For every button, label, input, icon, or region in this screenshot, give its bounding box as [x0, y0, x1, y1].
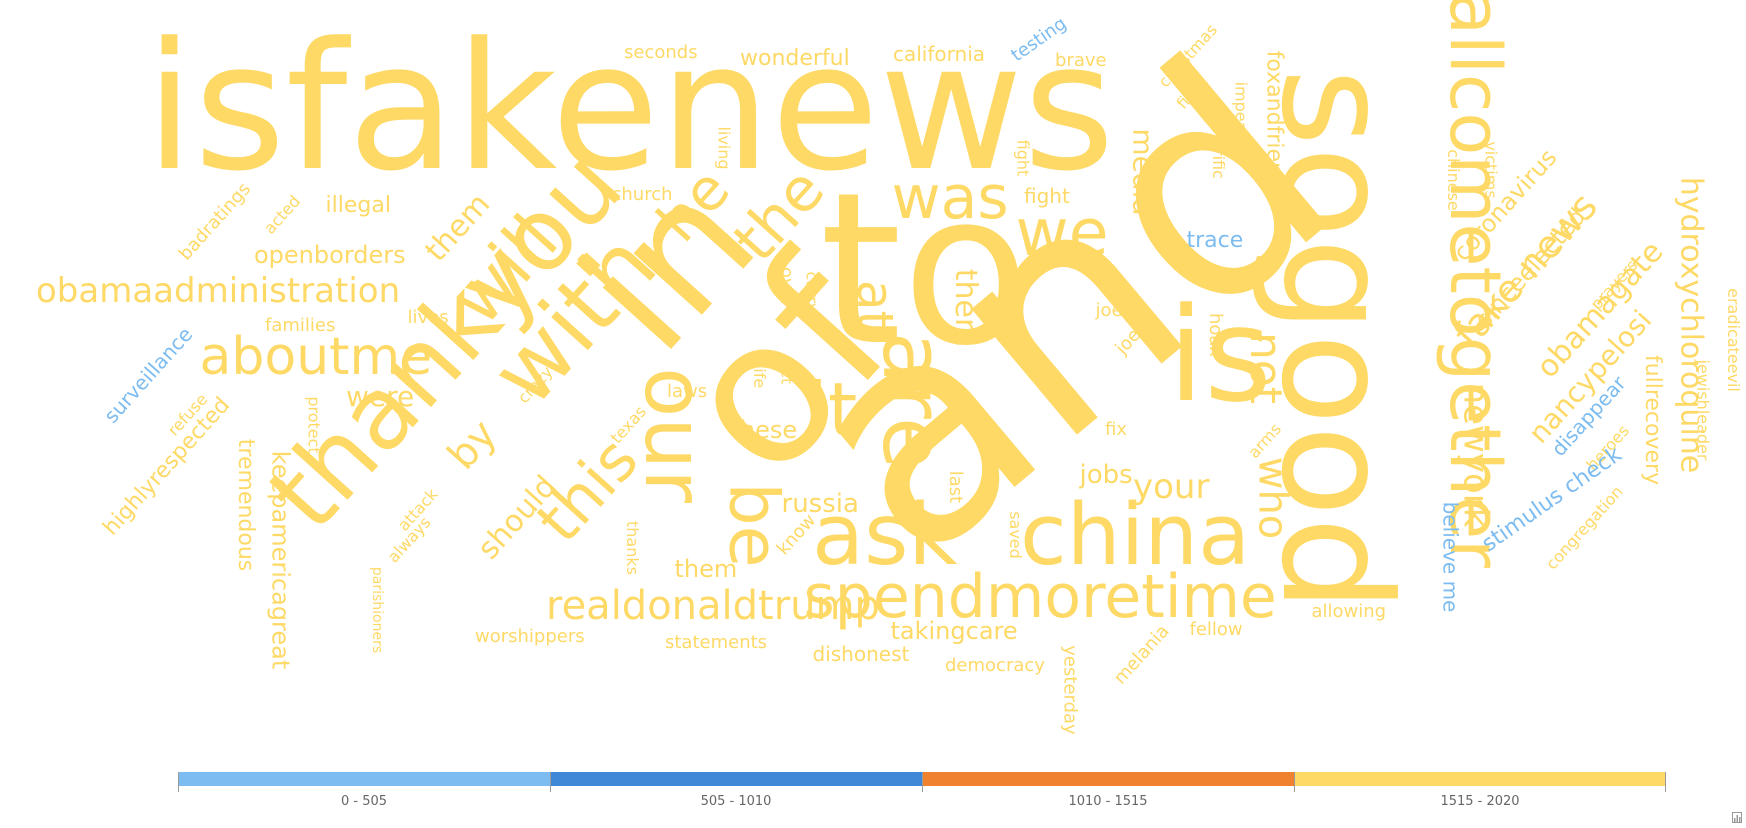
- word-worshippers: worshippers: [475, 628, 585, 646]
- color-axis-legend: 0 - 505 505 - 1010 1010 - 1515 1515 - 20…: [178, 772, 1666, 812]
- word-your: your: [1133, 470, 1209, 504]
- word-horific: horific: [1210, 129, 1226, 179]
- word-newyork: newyork: [1458, 383, 1492, 528]
- word-let: let: [778, 364, 794, 385]
- legend-bin-label: 505 - 1010: [550, 794, 922, 809]
- legend-tick: [1294, 772, 1295, 792]
- word-these: these: [731, 418, 798, 442]
- word-last: last: [946, 471, 964, 503]
- word-yesterday: yesterday: [1060, 645, 1078, 734]
- word-chinese: chinese: [1445, 149, 1461, 211]
- word-hoax: hoax: [1206, 313, 1224, 357]
- word-allowing: allowing: [1312, 603, 1387, 621]
- word-melania: melania: [1111, 622, 1173, 688]
- legend-bin-bar: [922, 772, 1294, 786]
- legend-bin-bar: [178, 772, 550, 786]
- word-we: we: [1016, 201, 1109, 266]
- word-was: was: [892, 168, 1009, 228]
- legend-bin-label: 1515 - 2020: [1294, 794, 1666, 809]
- word-carry: carry: [803, 272, 819, 313]
- word-seconds: seconds: [624, 44, 698, 62]
- word-are: are: [870, 331, 955, 468]
- word-cloud: isfakenews to and of sogood in is allcometogeth…: [0, 0, 1746, 760]
- word-impeach: impeach: [1232, 82, 1248, 151]
- legend-tick: [922, 772, 923, 792]
- word-life: life: [751, 364, 767, 388]
- word-jobs: jobs: [1080, 462, 1133, 488]
- legend-bin-bar: [1294, 772, 1666, 786]
- word-brave: brave: [1055, 52, 1107, 70]
- word-russia: russia: [782, 491, 859, 517]
- word-it: it: [807, 373, 857, 448]
- word-church: church: [612, 186, 673, 204]
- word-eradicateevil: eradicateevil: [1725, 288, 1741, 392]
- word-tremendous: tremendous: [234, 439, 256, 571]
- word-saved: saved: [1007, 511, 1023, 559]
- word-takingcare: takingcare: [891, 619, 1018, 643]
- word-fellow: fellow: [1190, 621, 1243, 639]
- word-foxandfriends: foxandfriends: [1262, 51, 1284, 202]
- word-were: were: [346, 383, 414, 411]
- word-keepamericagreat: keepamericagreat: [268, 451, 292, 670]
- legend-bin: 1515 - 2020: [1294, 772, 1666, 786]
- word-lives: lives: [408, 309, 449, 327]
- legend-bin-label: 0 - 505: [178, 794, 550, 809]
- word-realdonaldtrump: realdonaldtrump: [546, 586, 880, 626]
- legend-bin: 0 - 505: [178, 772, 550, 786]
- word-openborders: openborders: [254, 243, 406, 267]
- word-jewishleader: jewishleader: [1694, 360, 1710, 461]
- word-not: not: [1243, 332, 1287, 404]
- word-wonderful: wonderful: [740, 48, 850, 70]
- word-thanks: thanks: [624, 521, 640, 575]
- legend-tick: [550, 772, 551, 792]
- word-at: at: [850, 280, 900, 330]
- word-fight: fight: [1014, 140, 1030, 177]
- word-them: them: [950, 269, 980, 347]
- word-them: them: [675, 557, 738, 581]
- word-aboutme: aboutme: [200, 331, 433, 383]
- legend-bin: 1010 - 1515: [922, 772, 1294, 786]
- word-dishonest: dishonest: [813, 644, 910, 664]
- legend-bin-bar: [550, 772, 922, 786]
- word-protect: protect: [305, 396, 321, 453]
- legend-bin: 505 - 1010: [550, 772, 922, 786]
- chart-credits-icon: [1732, 809, 1746, 821]
- word-parishioners: parishioners: [370, 567, 384, 653]
- word-families: families: [265, 317, 335, 335]
- word-statements: statements: [665, 634, 767, 652]
- word-living: living: [715, 126, 731, 169]
- word-democracy: democracy: [945, 657, 1045, 675]
- legend-bin-label: 1010 - 1515: [922, 794, 1294, 809]
- word-obamaadministration: obamaadministration: [36, 274, 400, 308]
- legend-tick: [178, 772, 179, 792]
- word-who: who: [1252, 457, 1292, 540]
- legend-tick: [1665, 772, 1666, 792]
- word-illegal: illegal: [326, 195, 391, 217]
- word-victims: victims: [1482, 141, 1498, 198]
- word-joe: joe: [1096, 302, 1123, 320]
- word-california: california: [893, 44, 985, 64]
- word-by: by: [441, 413, 504, 476]
- word-trace: trace: [1187, 230, 1244, 252]
- word-laws: laws: [667, 383, 707, 401]
- word-fight: fight: [1024, 186, 1070, 206]
- word-fix: fix: [1105, 421, 1127, 439]
- word-media: media: [1128, 128, 1156, 215]
- word-believe-me: believe me: [1440, 502, 1460, 613]
- word-over: over: [777, 267, 795, 307]
- word-fullrecovery: fullrecovery: [1641, 355, 1663, 485]
